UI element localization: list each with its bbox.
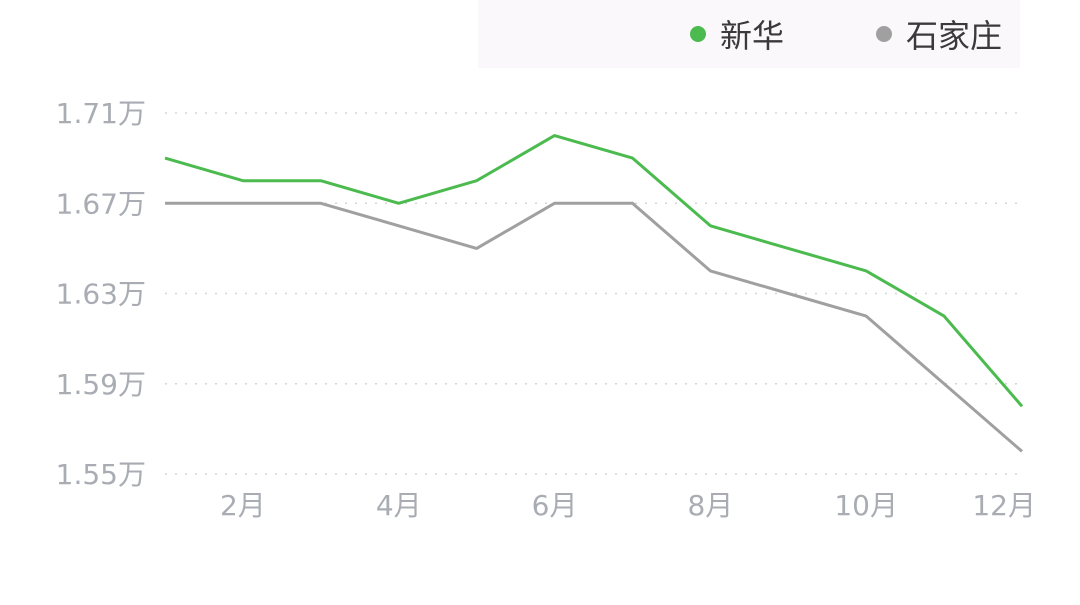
legend-label-xinhua: 新华	[719, 17, 784, 55]
y-tick-label: 1.71万	[56, 97, 146, 130]
x-axis-ticks: 2月 4月 6月 8月 10月 12月	[220, 489, 1036, 522]
grid-lines	[165, 112, 1022, 475]
y-tick-label: 1.55万	[56, 458, 146, 491]
series-lines	[164, 134, 1024, 453]
y-tick-label: 1.59万	[56, 368, 146, 401]
x-tick-label: 8月	[687, 489, 733, 522]
legend-item-shijiazhuang[interactable]: 石家庄	[875, 11, 1002, 57]
x-tick-label: 2月	[220, 489, 266, 522]
chart-legend: 新华 石家庄	[478, 0, 1020, 68]
legend-label-shijiazhuang: 石家庄	[905, 17, 1002, 55]
x-tick-label: 6月	[532, 489, 578, 522]
x-tick-label: 12月	[972, 489, 1036, 522]
x-tick-label: 4月	[376, 489, 422, 522]
legend-dot-shijiazhuang	[875, 26, 892, 42]
y-tick-label: 1.63万	[56, 278, 146, 311]
x-tick-label: 10月	[834, 489, 898, 522]
y-axis-ticks: 1.71万 1.67万 1.63万 1.59万 1.55万	[56, 97, 146, 491]
series-line-0[interactable]	[164, 134, 1024, 408]
legend-item-xinhua[interactable]: 新华	[689, 11, 784, 57]
y-tick-label: 1.67万	[56, 187, 146, 220]
legend-dot-xinhua	[689, 26, 706, 42]
series-line-1[interactable]	[165, 201, 1023, 453]
